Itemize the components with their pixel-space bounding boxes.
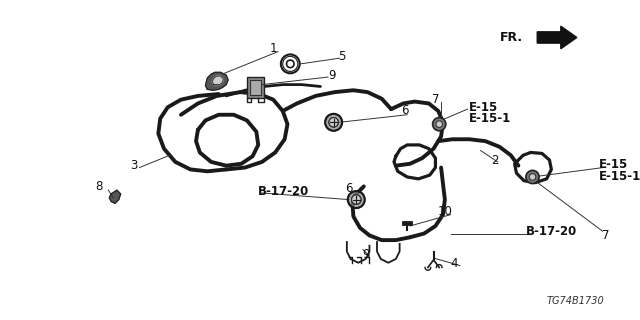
Text: E-15-1: E-15-1 xyxy=(468,112,511,125)
Text: E-15-1: E-15-1 xyxy=(598,170,640,182)
Text: E-15: E-15 xyxy=(468,101,498,114)
Text: 5: 5 xyxy=(339,50,346,63)
Text: 6: 6 xyxy=(401,105,409,117)
Text: 6: 6 xyxy=(345,182,353,195)
Polygon shape xyxy=(212,76,223,84)
Text: 4: 4 xyxy=(451,257,458,270)
Circle shape xyxy=(526,170,539,184)
Circle shape xyxy=(529,174,536,180)
Polygon shape xyxy=(205,72,228,90)
Circle shape xyxy=(348,191,365,208)
Text: 7: 7 xyxy=(602,229,610,242)
Bar xyxy=(247,77,264,98)
Text: 1: 1 xyxy=(269,42,277,55)
Text: B-17-20: B-17-20 xyxy=(259,185,310,198)
Polygon shape xyxy=(109,190,121,203)
Bar xyxy=(250,80,261,95)
Text: B-17-20: B-17-20 xyxy=(526,225,577,238)
Circle shape xyxy=(433,117,446,131)
Circle shape xyxy=(351,195,361,204)
Circle shape xyxy=(325,114,342,131)
Text: FR.: FR. xyxy=(500,31,523,44)
Text: 9: 9 xyxy=(362,248,369,261)
Text: 8: 8 xyxy=(95,180,102,193)
Text: TG74B1730: TG74B1730 xyxy=(547,296,604,306)
Text: 7: 7 xyxy=(432,93,439,106)
Text: 9: 9 xyxy=(328,69,335,82)
Text: E-15: E-15 xyxy=(598,158,628,171)
Polygon shape xyxy=(537,26,577,49)
Circle shape xyxy=(329,118,339,127)
Text: 10: 10 xyxy=(437,205,452,218)
Text: 2: 2 xyxy=(491,154,499,166)
Text: 3: 3 xyxy=(130,159,138,172)
Circle shape xyxy=(436,121,442,127)
